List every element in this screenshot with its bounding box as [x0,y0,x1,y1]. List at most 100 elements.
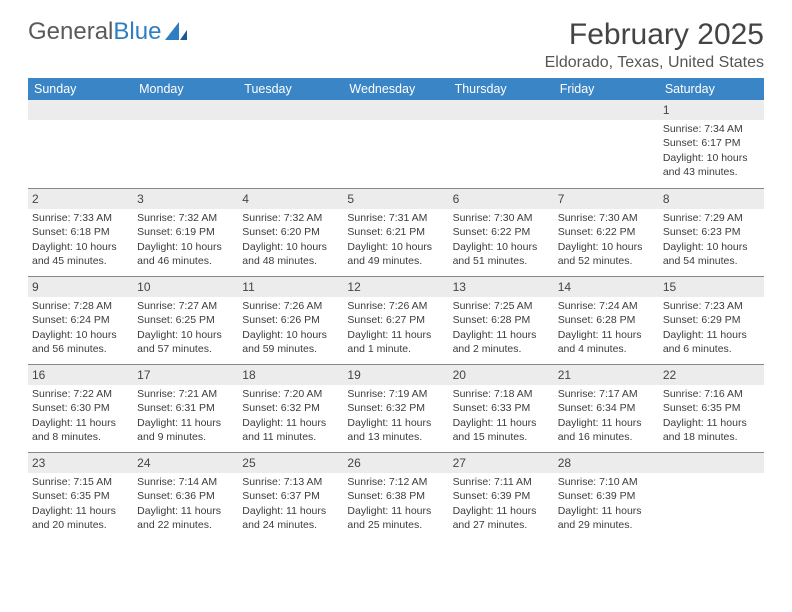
sunrise-line: Sunrise: 7:27 AM [137,299,234,313]
calendar-cell-15: 15Sunrise: 7:23 AMSunset: 6:29 PMDayligh… [659,276,764,364]
calendar-cell-empty [343,100,448,188]
sunrise-line: Sunrise: 7:12 AM [347,475,444,489]
sunrise-line: Sunrise: 7:28 AM [32,299,129,313]
day-number: 7 [554,189,659,209]
day-number [554,100,659,120]
day-number: 18 [238,365,343,385]
day-number: 12 [343,277,448,297]
sunset-line: Sunset: 6:35 PM [32,489,129,503]
day-number [659,453,764,473]
day-number: 16 [28,365,133,385]
sunrise-line: Sunrise: 7:23 AM [663,299,760,313]
sunset-line: Sunset: 6:38 PM [347,489,444,503]
calendar-cell-12: 12Sunrise: 7:26 AMSunset: 6:27 PMDayligh… [343,276,448,364]
day-number [28,100,133,120]
sunrise-line: Sunrise: 7:24 AM [558,299,655,313]
calendar-cell-empty [554,100,659,188]
calendar-cell-24: 24Sunrise: 7:14 AMSunset: 6:36 PMDayligh… [133,452,238,540]
sunrise-line: Sunrise: 7:32 AM [242,211,339,225]
day-number: 11 [238,277,343,297]
sunset-line: Sunset: 6:34 PM [558,401,655,415]
sunrise-line: Sunrise: 7:26 AM [347,299,444,313]
sunset-line: Sunset: 6:23 PM [663,225,760,239]
sunset-line: Sunset: 6:28 PM [453,313,550,327]
calendar-cell-11: 11Sunrise: 7:26 AMSunset: 6:26 PMDayligh… [238,276,343,364]
weekday-tuesday: Tuesday [238,78,343,100]
calendar-cell-empty [449,100,554,188]
calendar-cell-5: 5Sunrise: 7:31 AMSunset: 6:21 PMDaylight… [343,188,448,276]
weekday-friday: Friday [554,78,659,100]
calendar-cell-20: 20Sunrise: 7:18 AMSunset: 6:33 PMDayligh… [449,364,554,452]
daylight-line: Daylight: 11 hours and 11 minutes. [242,416,339,444]
daylight-line: Daylight: 11 hours and 25 minutes. [347,504,444,532]
sunrise-line: Sunrise: 7:34 AM [663,122,760,136]
day-number [449,100,554,120]
calendar-cell-empty [28,100,133,188]
calendar-cell-19: 19Sunrise: 7:19 AMSunset: 6:32 PMDayligh… [343,364,448,452]
sunrise-line: Sunrise: 7:32 AM [137,211,234,225]
sunset-line: Sunset: 6:33 PM [453,401,550,415]
day-number [343,100,448,120]
day-number: 10 [133,277,238,297]
sunrise-line: Sunrise: 7:30 AM [558,211,655,225]
day-number: 19 [343,365,448,385]
calendar-cell-26: 26 Sunrise: 7:12 AMSunset: 6:38 PMDayligh… [343,452,448,540]
sunset-line: Sunset: 6:36 PM [137,489,234,503]
sunrise-line: Sunrise: 7:20 AM [242,387,339,401]
calendar-cell-2: 2Sunrise: 7:33 AMSunset: 6:18 PMDaylight… [28,188,133,276]
sunset-line: Sunset: 6:19 PM [137,225,234,239]
calendar-cell-6: 6Sunrise: 7:30 AMSunset: 6:22 PMDaylight… [449,188,554,276]
sunset-line: Sunset: 6:27 PM [347,313,444,327]
calendar-cell-27: 27Sunrise: 7:11 AMSunset: 6:39 PMDayligh… [449,452,554,540]
daylight-line: Daylight: 11 hours and 29 minutes. [558,504,655,532]
brand-logo: GeneralBlue [28,18,191,46]
day-number: 22 [659,365,764,385]
calendar-cell-25: 25Sunrise: 7:13 AMSunset: 6:37 PMDayligh… [238,452,343,540]
calendar-cell-7: 7Sunrise: 7:30 AMSunset: 6:22 PMDaylight… [554,188,659,276]
sunrise-line: Sunrise: 7:11 AM [453,475,550,489]
calendar-cell-16: 16 Sunrise: 7:22 AMSunset: 6:30 PMDayligh… [28,364,133,452]
sunrise-line: Sunrise: 7:26 AM [242,299,339,313]
sunrise-line: Sunrise: 7:18 AM [453,387,550,401]
sunset-line: Sunset: 6:18 PM [32,225,129,239]
calendar-cell-empty [238,100,343,188]
daylight-line: Daylight: 10 hours and 46 minutes. [137,240,234,268]
sunrise-line: Sunrise: 7:29 AM [663,211,760,225]
calendar-cell-28: 28Sunrise: 7:10 AMSunset: 6:39 PMDayligh… [554,452,659,540]
header: GeneralBlue February 2025 Eldorado, Texa… [28,18,764,72]
sunset-line: Sunset: 6:39 PM [453,489,550,503]
daylight-line: Daylight: 11 hours and 6 minutes. [663,328,760,356]
day-number: 25 [238,453,343,473]
daylight-line: Daylight: 11 hours and 13 minutes. [347,416,444,444]
day-number: 17 [133,365,238,385]
weekday-thursday: Thursday [449,78,554,100]
day-number: 6 [449,189,554,209]
daylight-line: Daylight: 11 hours and 8 minutes. [32,416,129,444]
daylight-line: Daylight: 10 hours and 56 minutes. [32,328,129,356]
daylight-line: Daylight: 11 hours and 20 minutes. [32,504,129,532]
sunrise-line: Sunrise: 7:16 AM [663,387,760,401]
calendar-cell-empty [133,100,238,188]
day-number: 14 [554,277,659,297]
sunset-line: Sunset: 6:25 PM [137,313,234,327]
sunset-line: Sunset: 6:20 PM [242,225,339,239]
day-number: 26 [343,453,448,473]
calendar-cell-22: 22Sunrise: 7:16 AMSunset: 6:35 PMDayligh… [659,364,764,452]
day-number: 1 [659,100,764,120]
day-number: 2 [28,189,133,209]
sunrise-line: Sunrise: 7:22 AM [32,387,129,401]
daylight-line: Daylight: 11 hours and 4 minutes. [558,328,655,356]
calendar-grid: 1Sunrise: 7:34 AMSunset: 6:17 PMDaylight… [28,100,764,540]
daylight-line: Daylight: 11 hours and 9 minutes. [137,416,234,444]
calendar-cell-9: 9Sunrise: 7:28 AMSunset: 6:24 PMDaylight… [28,276,133,364]
month-title: February 2025 [545,18,764,52]
sunset-line: Sunset: 6:37 PM [242,489,339,503]
sunrise-line: Sunrise: 7:14 AM [137,475,234,489]
daylight-line: Daylight: 10 hours and 52 minutes. [558,240,655,268]
sunset-line: Sunset: 6:30 PM [32,401,129,415]
sunset-line: Sunset: 6:35 PM [663,401,760,415]
sunset-line: Sunset: 6:21 PM [347,225,444,239]
daylight-line: Daylight: 10 hours and 43 minutes. [663,151,760,179]
daylight-line: Daylight: 11 hours and 2 minutes. [453,328,550,356]
day-number: 23 [28,453,133,473]
